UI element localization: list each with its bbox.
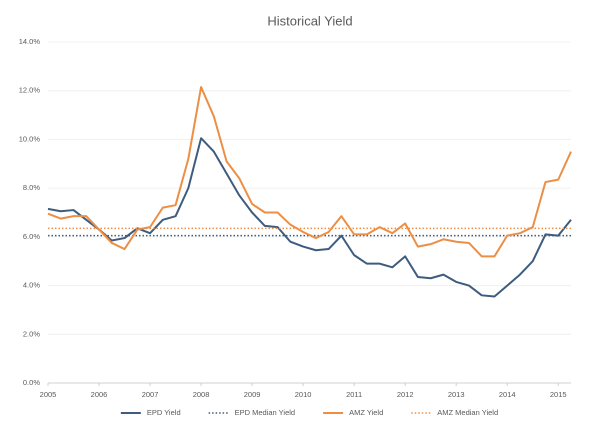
legend-label: AMZ Yield xyxy=(349,408,383,417)
y-tick-label: 4.0% xyxy=(23,281,40,290)
x-tick-label: 2011 xyxy=(346,390,362,399)
x-tick-label: 2010 xyxy=(295,390,312,399)
x-tick-label: 2006 xyxy=(91,390,108,399)
y-tick-label: 14.0% xyxy=(19,37,41,46)
y-tick-label: 12.0% xyxy=(19,86,41,95)
x-tick-label: 2014 xyxy=(499,390,516,399)
y-tick-label: 2.0% xyxy=(23,329,40,338)
chart-title: Historical Yield xyxy=(267,13,352,28)
series-line xyxy=(47,86,572,258)
series-line xyxy=(47,137,572,298)
y-tick-label: 0.0% xyxy=(23,378,40,387)
x-tick-label: 2012 xyxy=(397,390,414,399)
y-tick-label: 6.0% xyxy=(23,232,40,241)
legend-label: AMZ Median Yield xyxy=(437,408,498,417)
x-tick-label: 2013 xyxy=(448,390,465,399)
y-tick-label: 8.0% xyxy=(23,183,40,192)
y-tick-label: 10.0% xyxy=(19,134,41,143)
x-tick-label: 2009 xyxy=(244,390,261,399)
x-tick-label: 2005 xyxy=(40,390,57,399)
x-tick-label: 2007 xyxy=(142,390,159,399)
x-tick-label: 2008 xyxy=(193,390,210,399)
legend-label: EPD Yield xyxy=(147,408,181,417)
x-tick-label: 2015 xyxy=(550,390,567,399)
legend-label: EPD Median Yield xyxy=(235,408,295,417)
